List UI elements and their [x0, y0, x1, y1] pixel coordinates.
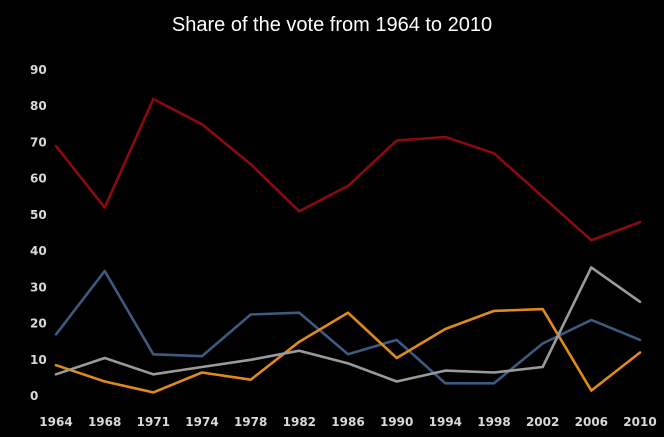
y-tick-label: 10	[30, 353, 47, 367]
series-line-3	[54, 307, 642, 394]
chart-title: Share of the vote from 1964 to 2010	[171, 14, 493, 36]
x-tick-label: 1982	[283, 415, 316, 429]
x-tick-label: 1994	[429, 415, 462, 429]
x-tick-label: 1968	[88, 415, 121, 429]
x-tick-label: 1978	[234, 415, 267, 429]
y-tick-label: 0	[30, 389, 38, 403]
x-tick-label: 2006	[575, 415, 608, 429]
series-lines	[54, 97, 642, 394]
x-tick-label: 1974	[185, 415, 218, 429]
y-tick-label: 80	[30, 99, 47, 113]
series-line-2	[54, 269, 642, 385]
x-tick-label: 1986	[331, 415, 364, 429]
x-tick-label: 1990	[380, 415, 413, 429]
x-tick-label: 1971	[137, 415, 170, 429]
x-tick-label: 1964	[39, 415, 72, 429]
series-line-1	[54, 97, 642, 242]
y-tick-label: 90	[30, 63, 47, 77]
x-tick-label: 2002	[526, 415, 559, 429]
y-tick-label: 70	[30, 135, 47, 149]
y-tick-label: 60	[30, 172, 47, 186]
x-tick-label: 2010	[623, 415, 656, 429]
y-axis-ticks: 0 10 20 30 40 50 60 70 80 90	[30, 63, 47, 403]
series-line-4	[54, 266, 642, 383]
y-tick-label: 40	[30, 244, 47, 258]
y-tick-label: 20	[30, 317, 47, 331]
x-tick-label: 1998	[477, 415, 510, 429]
y-tick-label: 50	[30, 208, 47, 222]
y-tick-label: 30	[30, 280, 47, 294]
x-axis-ticks: 1964 1968 1971 1974 1978 1982 1986 1990 1994 1998…	[39, 415, 656, 429]
